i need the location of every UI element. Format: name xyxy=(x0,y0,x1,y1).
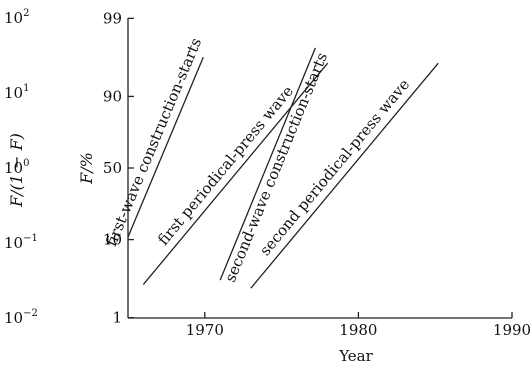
y-ratio-tick-label: 100 xyxy=(4,158,29,177)
y-ticks: 99 90 50 10 1 xyxy=(103,9,134,327)
series-line xyxy=(219,47,316,281)
y-ratio-tick-label: 102 xyxy=(4,8,29,27)
y-tick-label: 10 xyxy=(103,231,122,249)
y-ratio-tick-label: 101 xyxy=(4,83,29,102)
x-ticks: 1970 1980 1990 xyxy=(186,312,531,339)
y-tick-label: 99 xyxy=(103,9,122,27)
x-tick-label: 1990 xyxy=(493,321,531,339)
y-ticks-ratio: 102 101 100 10−1 10−2 xyxy=(4,8,38,327)
y-tick-label: 50 xyxy=(103,159,122,177)
y-axis-title-ratio: F/(1 − F) xyxy=(7,133,26,208)
x-tick-label: 1980 xyxy=(339,321,377,339)
y-axis-title: F/% xyxy=(77,152,96,185)
series-lines xyxy=(127,47,439,289)
y-ratio-tick-label: 10−2 xyxy=(4,308,38,327)
x-tick-label: 1970 xyxy=(186,321,224,339)
y-tick-label: 90 xyxy=(103,87,122,105)
series-line xyxy=(127,56,204,238)
series-line xyxy=(250,62,439,289)
x-axis-title: Year xyxy=(338,347,373,365)
y-ratio-tick-label: 10−1 xyxy=(4,233,38,252)
y-tick-label: 1 xyxy=(112,309,122,327)
series-line xyxy=(142,62,329,285)
